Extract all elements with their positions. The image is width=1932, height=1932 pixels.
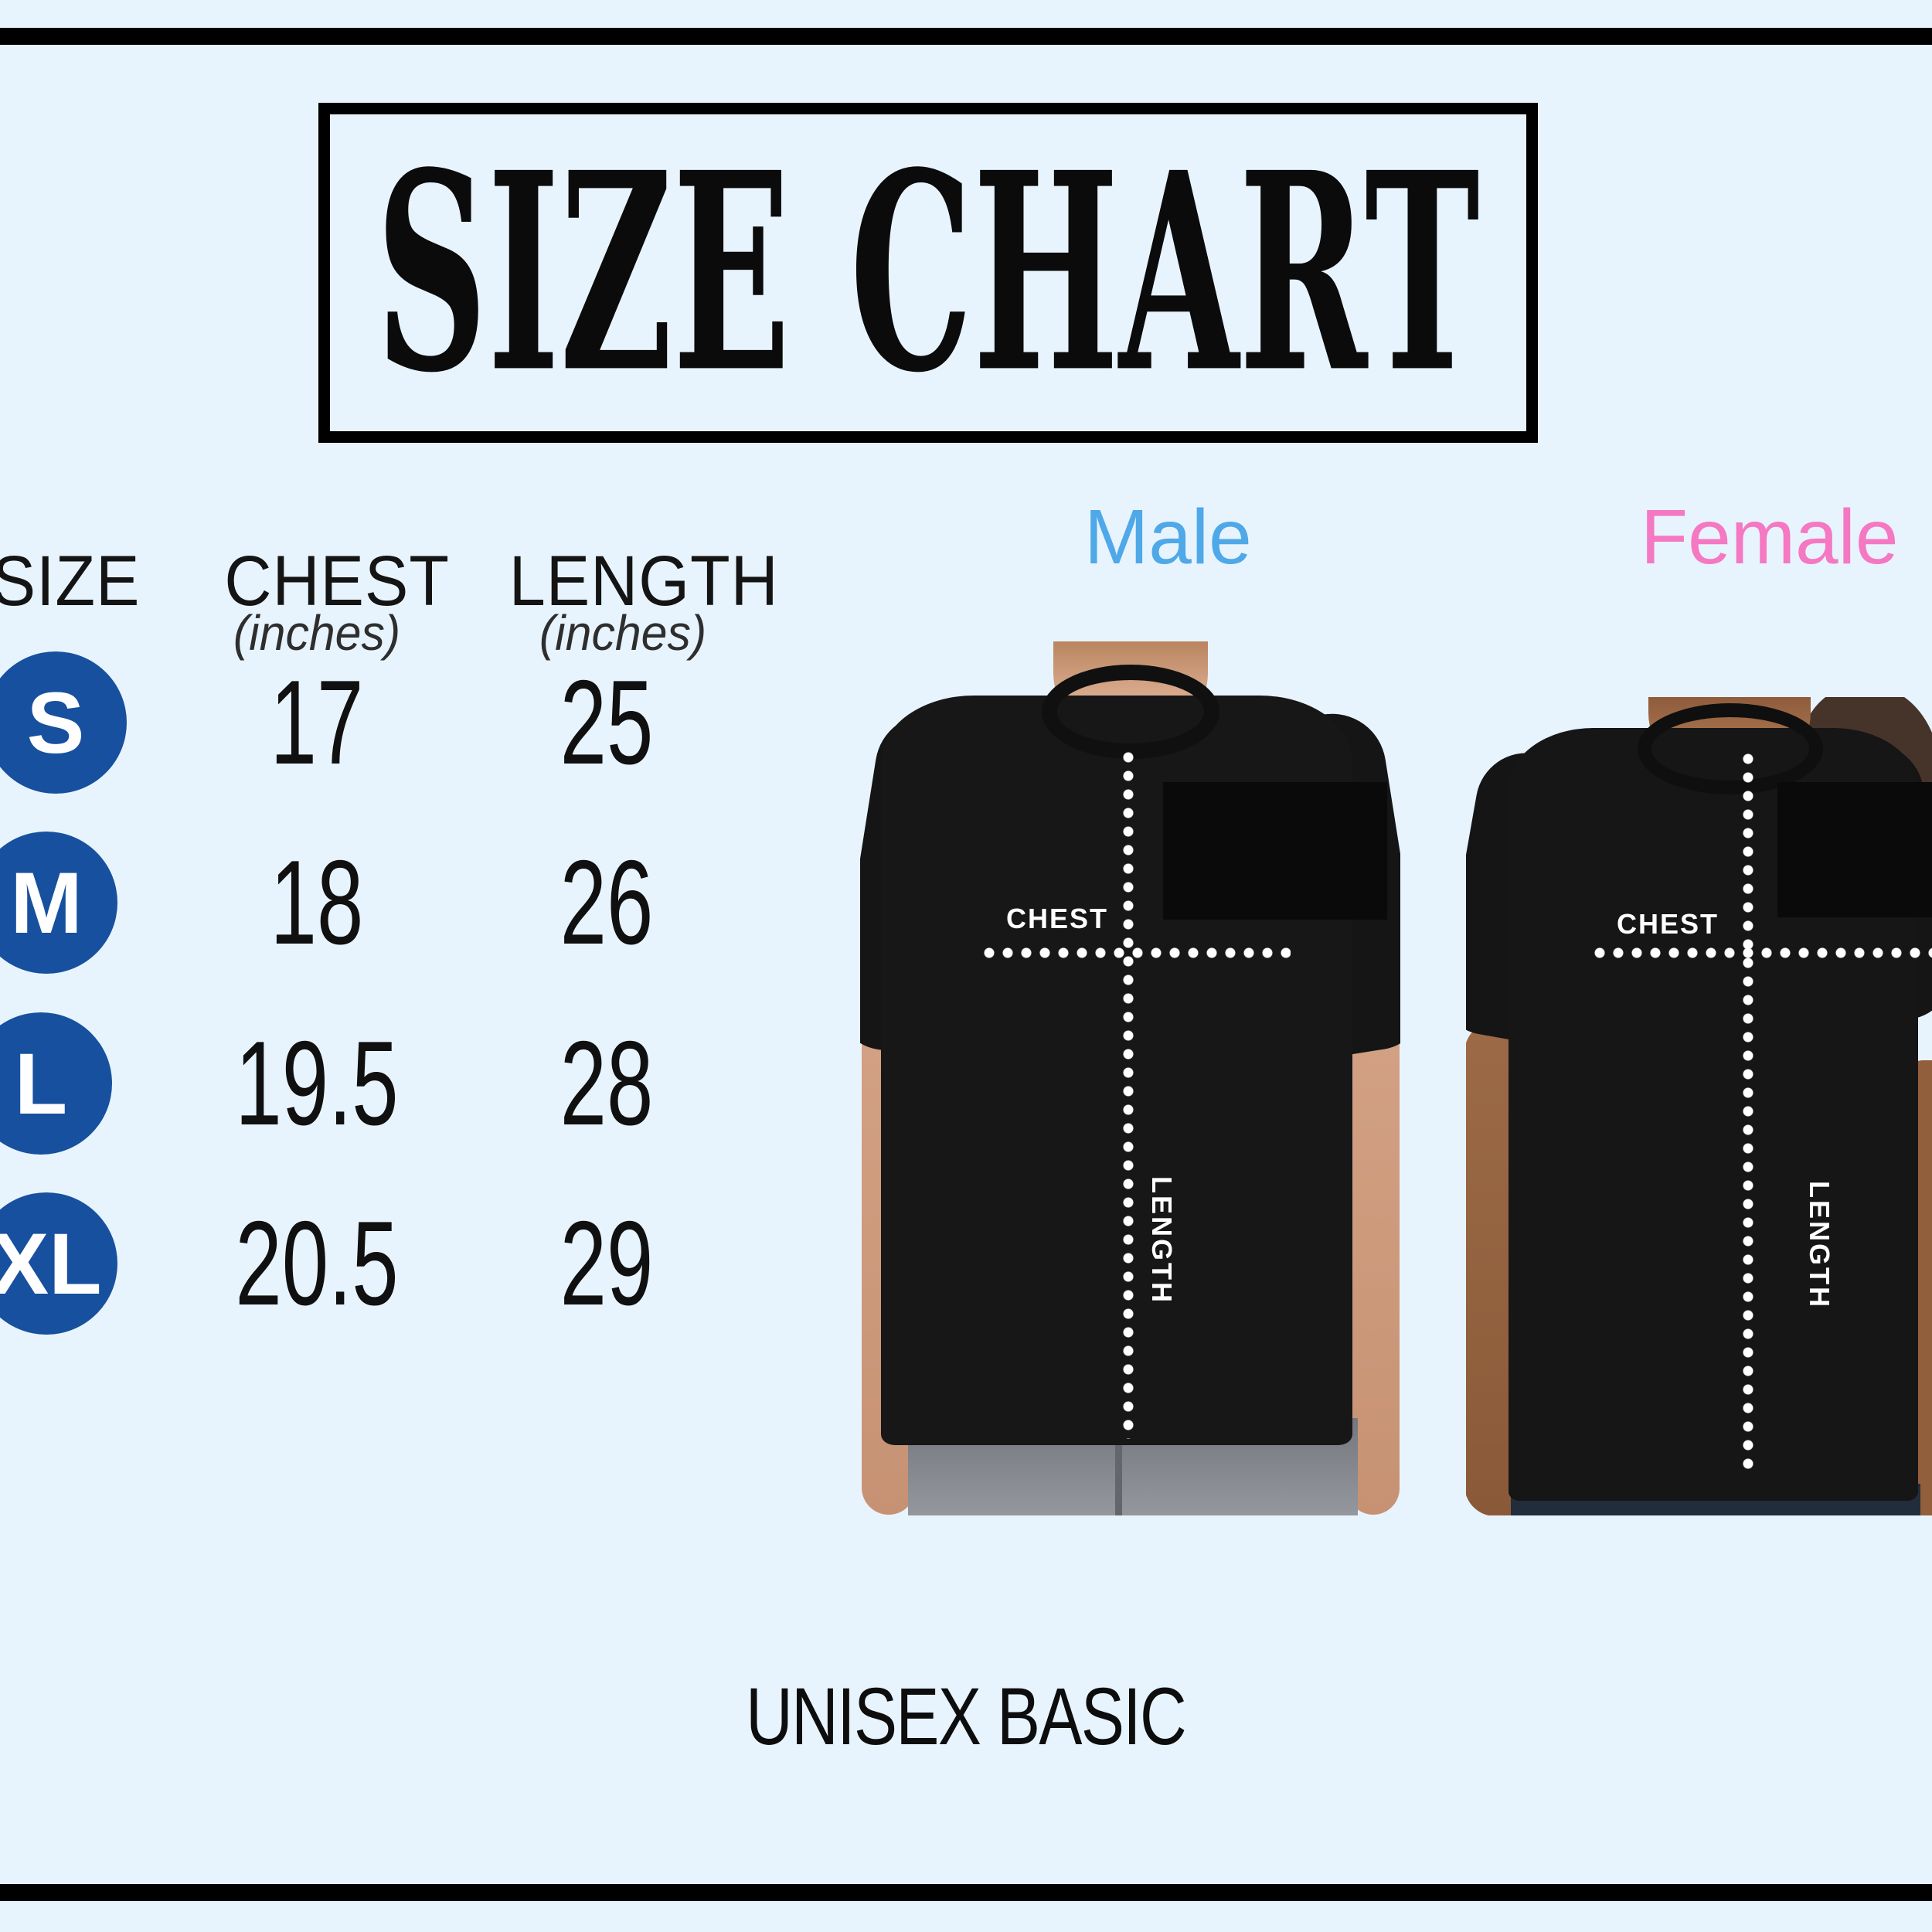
male-length-measure-line	[1123, 748, 1134, 1439]
female-length-measure-line	[1743, 750, 1753, 1471]
female-chest-measure-label: CHEST	[1617, 908, 1719, 940]
male-tshirt-collar	[1042, 665, 1219, 759]
chest-value-xl: 20.5	[235, 1196, 399, 1330]
male-section-label: Male	[1084, 494, 1252, 580]
female-tshirt-collar	[1638, 703, 1823, 794]
size-badge-l-label: L	[14, 1035, 68, 1132]
male-length-measure-label: LENGTH	[1146, 1176, 1178, 1304]
length-value-l: 28	[560, 1016, 654, 1150]
length-value-m: 26	[560, 835, 654, 969]
male-chest-measure-line	[980, 947, 1291, 958]
page-title: SIZE CHART	[376, 113, 1481, 433]
size-badge-xl-label: XL	[0, 1215, 102, 1312]
female-logo-censor-box	[1777, 782, 1932, 917]
size-badge-m: M	[0, 832, 117, 974]
length-value-s: 25	[560, 655, 654, 789]
male-jeans-seam	[1115, 1422, 1122, 1515]
size-badge-xl: XL	[0, 1192, 117, 1335]
footer: UNISEX BASIC	[0, 1671, 1932, 1764]
chest-value-s: 17	[270, 655, 364, 789]
female-section-label: Female	[1641, 494, 1899, 580]
length-unit-label: (inches)	[539, 605, 707, 661]
frame-bottom-bar	[0, 1884, 1932, 1901]
footer-product-name: UNISEX BASIC	[746, 1672, 1188, 1762]
frame-top-bar	[0, 28, 1932, 45]
length-value-xl: 29	[560, 1196, 654, 1330]
chest-value-l: 19.5	[235, 1016, 399, 1150]
male-chest-measure-label: CHEST	[1006, 903, 1109, 934]
size-badge-s: S	[0, 651, 127, 794]
size-badge-l: L	[0, 1012, 112, 1155]
size-badge-m-label: M	[10, 854, 83, 951]
title-box: SIZE CHART	[318, 103, 1538, 443]
female-chest-measure-line	[1590, 947, 1932, 958]
column-header-size: SIZE	[0, 542, 141, 621]
column-header-length: LENGTH	[509, 542, 779, 621]
female-length-measure-label: LENGTH	[1804, 1181, 1835, 1309]
size-badge-s-label: S	[26, 674, 85, 771]
male-logo-censor-box	[1163, 782, 1387, 920]
chest-unit-label: (inches)	[233, 605, 401, 661]
chest-value-m: 18	[270, 835, 364, 969]
